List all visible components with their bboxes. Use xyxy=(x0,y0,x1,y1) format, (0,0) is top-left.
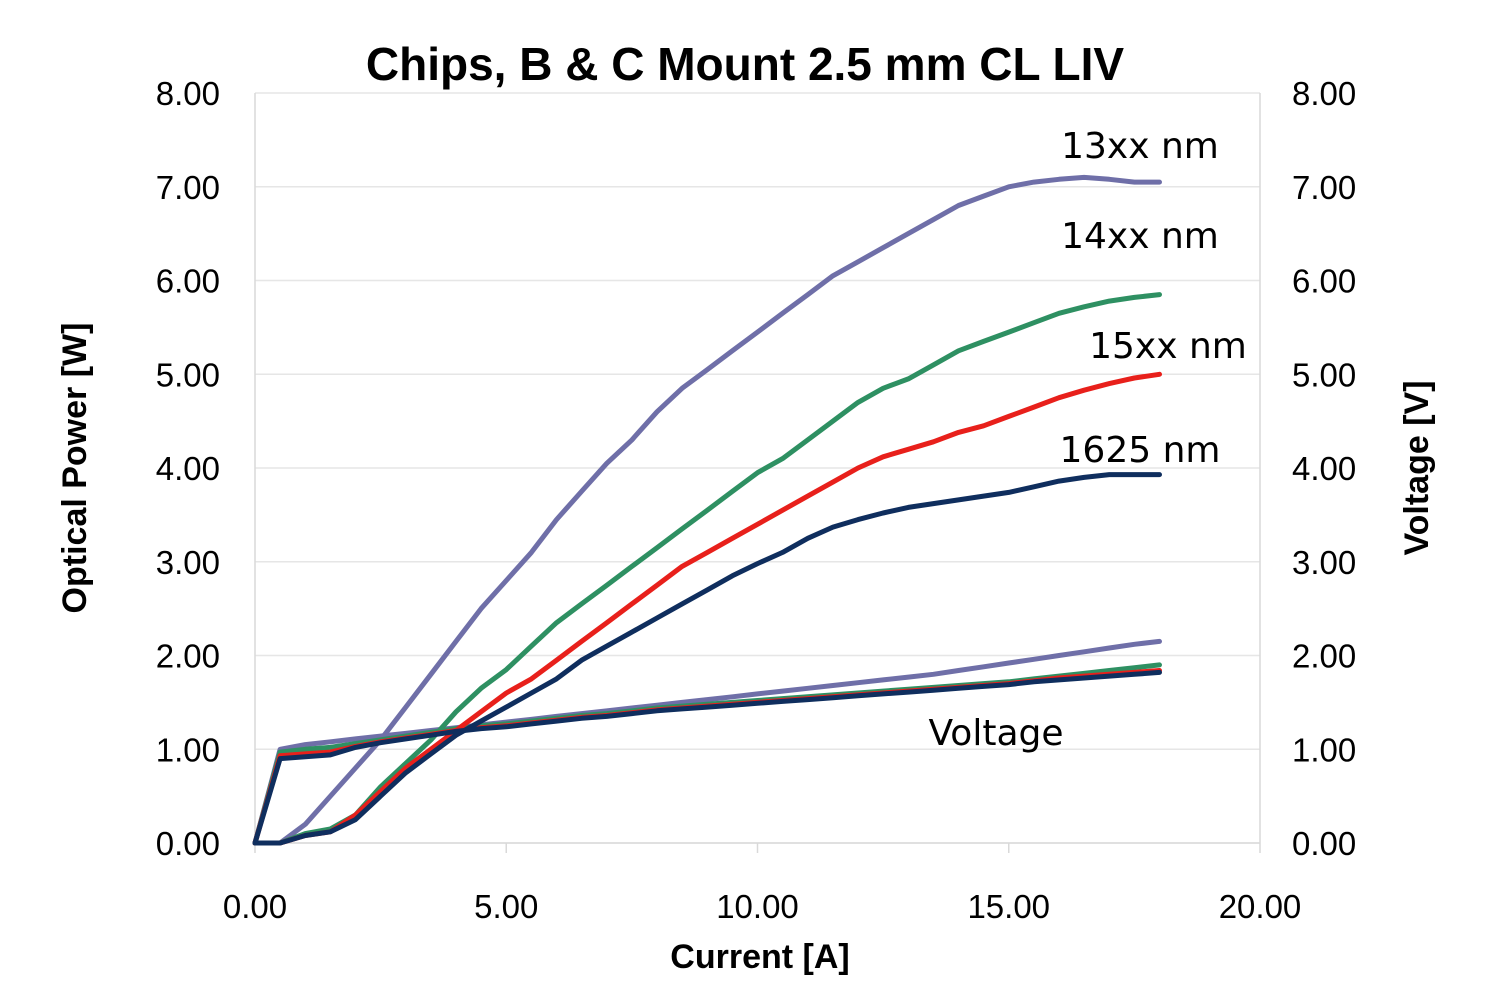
y2-tick-labels: 0.00 1.00 2.00 3.00 4.00 5.00 6.00 7.00 8.00 xyxy=(1292,75,1356,862)
y2-tick-label-5: 5.00 xyxy=(1292,356,1356,393)
axes xyxy=(254,93,1261,853)
y-tick-label-2: 2.00 xyxy=(156,638,220,675)
y2-tick-label-8: 8.00 xyxy=(1292,75,1356,112)
y-tick-label-7: 7.00 xyxy=(156,169,220,206)
y-tick-label-3: 3.00 xyxy=(156,544,220,581)
power-line-s13xx xyxy=(252,174,1162,846)
y2-tick-label-1: 1.00 xyxy=(1292,731,1356,768)
series-lines xyxy=(252,174,1162,846)
power-line-s1625 xyxy=(252,472,1162,846)
y2-axis-title: Voltage [V] xyxy=(1398,380,1436,555)
y-tick-label-6: 6.00 xyxy=(156,263,220,300)
label-1625: 1625 nm xyxy=(1060,430,1221,471)
label-voltage: Voltage xyxy=(928,713,1063,754)
x-tick-label-3: 15.00 xyxy=(967,888,1050,925)
y-tick-label-4: 4.00 xyxy=(156,450,220,487)
y-tick-label-0: 0.00 xyxy=(156,825,220,862)
y-tick-label-1: 1.00 xyxy=(156,731,220,768)
power-line-s15xx xyxy=(252,371,1162,846)
voltage-line-s13xx xyxy=(252,638,1162,846)
y-tick-labels: 0.00 1.00 2.00 3.00 4.00 5.00 6.00 7.00 8.00 xyxy=(156,75,220,862)
y2-tick-label-7: 7.00 xyxy=(1292,169,1356,206)
y2-tick-label-4: 4.00 xyxy=(1292,450,1356,487)
x-axis-title: Current [A] xyxy=(670,938,849,976)
x-tick-labels: 0.00 5.00 10.00 15.00 20.00 xyxy=(223,888,1301,925)
y2-tick-label-0: 0.00 xyxy=(1292,825,1356,862)
label-13xx: 13xx nm xyxy=(1061,126,1219,167)
voltage-line-s1625 xyxy=(252,669,1162,846)
x-tick-label-4: 20.00 xyxy=(1219,888,1302,925)
power-line-s14xx xyxy=(252,292,1162,846)
label-15xx: 15xx nm xyxy=(1089,326,1247,367)
y2-tick-label-2: 2.00 xyxy=(1292,638,1356,675)
chart-title: Chips, B & C Mount 2.5 mm CL LIV xyxy=(366,38,1125,90)
y-axis-title: Optical Power [W] xyxy=(56,323,94,614)
y2-tick-label-3: 3.00 xyxy=(1292,544,1356,581)
x-tick-label-1: 5.00 xyxy=(474,888,538,925)
y-tick-label-8: 8.00 xyxy=(156,75,220,112)
x-tick-label-0: 0.00 xyxy=(223,888,287,925)
x-tick-label-2: 10.00 xyxy=(716,888,799,925)
y2-tick-label-6: 6.00 xyxy=(1292,263,1356,300)
y-tick-label-5: 5.00 xyxy=(156,356,220,393)
label-14xx: 14xx nm xyxy=(1061,216,1219,257)
